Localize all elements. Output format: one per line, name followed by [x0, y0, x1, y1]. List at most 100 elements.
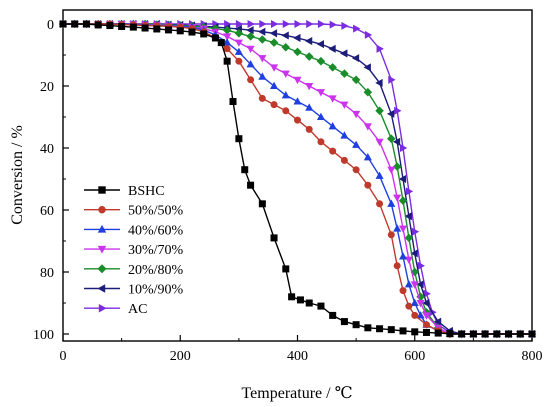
data-point: [505, 330, 513, 338]
data-point: [281, 31, 289, 40]
data-point: [341, 21, 349, 30]
data-point: [293, 76, 302, 85]
data-point: [340, 69, 349, 78]
data-point: [392, 137, 401, 146]
legend-label: BSHC: [128, 184, 165, 199]
data-point: [304, 52, 314, 61]
data-point: [387, 199, 396, 207]
series-0: [59, 20, 536, 338]
data-point: [200, 30, 208, 38]
data-point: [281, 90, 290, 99]
y-tick-label: 40: [40, 142, 54, 157]
data-point: [458, 330, 466, 338]
data-point: [387, 166, 396, 175]
data-point: [296, 296, 304, 304]
data-point: [340, 156, 348, 164]
data-point: [399, 287, 407, 295]
x-tick-label: 800: [522, 349, 543, 364]
data-point: [352, 140, 361, 148]
data-point: [410, 298, 419, 307]
data-point: [282, 19, 291, 29]
legend-item: 30%/70%: [84, 243, 184, 258]
data-point: [363, 123, 372, 131]
data-point: [387, 134, 396, 143]
data-point: [317, 138, 325, 146]
data-point: [94, 21, 102, 29]
data-point: [328, 95, 337, 103]
data-point: [410, 281, 419, 289]
data-point: [352, 321, 360, 329]
data-point: [364, 324, 372, 332]
data-point: [271, 19, 279, 29]
data-point: [217, 39, 225, 47]
data-point: [281, 70, 290, 78]
legend-label: AC: [128, 302, 147, 317]
legend-marker: [98, 206, 106, 214]
data-point: [387, 326, 395, 334]
data-point: [258, 55, 267, 63]
data-point: [258, 72, 267, 80]
data-point: [404, 233, 414, 243]
data-point: [375, 106, 384, 116]
data-point: [106, 22, 114, 30]
data-point: [393, 224, 402, 232]
data-point: [393, 194, 402, 202]
data-point: [434, 329, 442, 337]
data-point: [223, 33, 232, 41]
data-point: [153, 25, 161, 33]
x-axis-label: Temperature / ℃: [242, 385, 353, 402]
data-point: [176, 27, 184, 35]
data-point: [258, 94, 266, 102]
data-point: [363, 152, 372, 161]
data-point: [258, 27, 266, 36]
data-point: [294, 19, 302, 29]
x-tick-label: 200: [170, 349, 191, 364]
data-point: [235, 19, 244, 29]
data-point: [71, 20, 79, 28]
data-point: [317, 302, 325, 310]
data-point: [223, 45, 231, 53]
data-point: [411, 311, 419, 319]
data-point: [528, 330, 536, 338]
data-point: [305, 299, 313, 307]
data-point: [340, 318, 348, 326]
data-point: [399, 327, 407, 335]
data-point: [235, 57, 243, 65]
data-point: [417, 261, 425, 270]
data-point: [129, 23, 137, 31]
legend-item: 20%/80%: [84, 263, 184, 278]
data-point: [141, 24, 149, 32]
data-point: [329, 147, 337, 155]
data-point: [316, 112, 325, 121]
data-point: [375, 138, 384, 147]
data-point: [386, 109, 395, 118]
data-point: [376, 200, 384, 208]
data-point: [398, 252, 408, 260]
legend-marker: [98, 303, 107, 313]
y-axis-label: Conversion / %: [9, 125, 26, 225]
data-point: [405, 302, 413, 310]
data-point: [352, 166, 360, 174]
data-point: [392, 162, 402, 171]
data-point: [246, 32, 255, 41]
data-point: [247, 76, 255, 84]
data-point: [405, 187, 414, 196]
legend-label: 50%/50%: [128, 204, 184, 219]
data-point: [293, 97, 302, 105]
data-point: [340, 49, 348, 58]
legend-label: 40%/60%: [128, 223, 184, 238]
data-point: [316, 56, 326, 66]
data-point: [241, 166, 249, 174]
data-point: [387, 231, 395, 239]
data-point: [388, 75, 396, 84]
data-point: [293, 116, 301, 124]
series-layer: [58, 19, 537, 339]
data-point: [340, 101, 349, 109]
data-point: [398, 196, 408, 205]
data-point: [393, 262, 401, 270]
data-point: [363, 63, 371, 72]
data-point: [340, 131, 349, 139]
data-point: [281, 42, 291, 52]
data-point: [328, 44, 336, 53]
